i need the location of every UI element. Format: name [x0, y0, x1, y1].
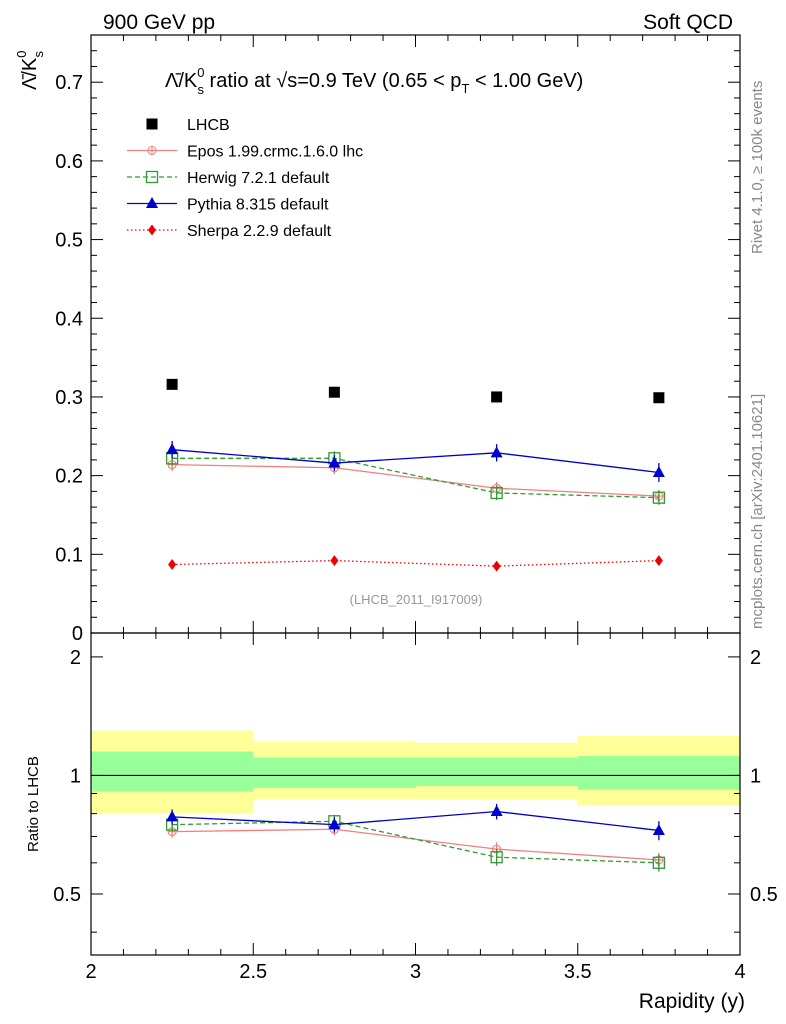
y-tick-label: 0.7	[55, 72, 83, 94]
epos-line	[172, 463, 659, 497]
chart-title: Λ̄/K0 s ratio at √s=0.9 TeV (0.65 < pT < …	[165, 65, 583, 97]
pythia-line	[172, 449, 659, 474]
rivet-label: Rivet 4.1.0, ≥ 100k events	[749, 81, 766, 254]
ratio-band-stat	[415, 757, 578, 787]
pythia-marker	[166, 810, 179, 822]
y-tick-label: 0.6	[55, 151, 83, 173]
pythia-marker	[146, 197, 158, 208]
main-series	[165, 378, 666, 572]
y-tick-label: 0.1	[55, 544, 83, 566]
herwig-marker	[145, 170, 159, 184]
x-axis-label: Rapidity (y)	[639, 990, 745, 1013]
title-sub: s	[198, 82, 205, 97]
ratio-y-tick-label: 1	[70, 765, 81, 787]
title-mid: ratio at √s=0.9 TeV (0.65 < p	[204, 70, 461, 92]
epos-marker	[147, 145, 157, 156]
pythia-marker	[328, 818, 341, 830]
header-right-label: Soft QCD	[643, 11, 733, 34]
herwig-ratio-line	[172, 820, 659, 864]
ylabel-sup: 0	[14, 51, 29, 58]
sherpa-marker	[330, 555, 339, 567]
ratio-series	[165, 803, 666, 1002]
ylabel-sub: s	[31, 51, 46, 58]
ratio-y-tick-label-right: 1	[750, 765, 761, 787]
ratio-y-axis-label: Ratio to LHCB	[25, 756, 42, 852]
y-axis-label: Λ̄/K0 s	[14, 51, 46, 91]
x-tick-label: 2.5	[239, 961, 267, 983]
y-tick-label: 0.2	[55, 466, 83, 488]
axes: 0 0.1 0.2 0.3 0.4 0.5 0.6 0.7 2 2.5 3 3.5 4 0.5 0.5 1 1 2…	[53, 34, 778, 983]
sherpa-marker	[168, 559, 177, 571]
y-tick-label: 0.3	[55, 387, 83, 409]
x-tick-label: 3.5	[564, 961, 592, 983]
y-tick-label: 0.5	[55, 230, 83, 252]
lhcb-marker	[328, 386, 340, 398]
ratio-y-tick-label-right: 0.5	[750, 884, 778, 906]
x-tick-label: 3	[410, 961, 421, 983]
mcplots-label: mcplots.cern.ch [arXiv:2401.10621]	[749, 394, 766, 629]
x-tick-label: 2	[85, 961, 96, 983]
herwig-marker	[490, 851, 503, 864]
sherpa-marker	[168, 991, 176, 1002]
y-tick-label: 0	[72, 623, 83, 645]
sherpa-marker	[330, 976, 338, 987]
pythia-ratio-line	[172, 810, 659, 832]
lhcb-marker	[653, 392, 665, 404]
analysis-watermark: (LHCB_2011_I917009)	[350, 592, 483, 607]
sherpa-marker	[493, 986, 501, 997]
pythia-marker	[652, 823, 665, 835]
legend: LHCB Epos 1.99.crmc.1.6.0 lhc Herwig 7.2.1…	[127, 117, 363, 240]
x-tick-label: 4	[734, 961, 745, 983]
ratio-y-tick-label: 2	[70, 647, 81, 669]
lhcb-marker	[491, 391, 503, 403]
legend-label: Epos 1.99.crmc.1.6.0 lhc	[187, 144, 363, 161]
sherpa-marker	[655, 971, 663, 982]
title-pt-sub: T	[461, 81, 469, 96]
ylabel-main: Λ̄/K	[19, 57, 41, 90]
legend-label: LHCB	[187, 117, 230, 134]
herwig-marker	[652, 491, 666, 504]
sherpa-marker	[492, 560, 501, 572]
pythia-marker	[490, 446, 503, 458]
pythia-marker	[328, 456, 341, 468]
herwig-marker	[652, 856, 666, 869]
pythia-marker	[490, 804, 503, 816]
y-tick-label: 0.4	[55, 308, 83, 330]
lhcb-marker	[166, 378, 178, 390]
epos-ratio-line	[172, 828, 659, 861]
title-suffix: < 1.00 GeV)	[469, 70, 583, 92]
header-left-label: 900 GeV pp	[103, 11, 215, 34]
legend-label: Herwig 7.2.1 default	[187, 170, 330, 187]
title-sup: 0	[197, 65, 204, 80]
herwig-marker	[490, 486, 503, 500]
ratio-band-stat	[91, 751, 254, 792]
lhcb-marker	[146, 118, 158, 130]
ratio-band-stat	[253, 757, 416, 788]
sherpa-line	[172, 559, 659, 567]
sherpa-marker	[654, 555, 663, 567]
ratio-bands	[91, 730, 740, 814]
title-prefix: Λ̄/K	[165, 70, 198, 92]
pythia-marker	[166, 443, 179, 455]
legend-label: Sherpa 2.2.9 default	[187, 223, 332, 240]
sherpa-marker	[148, 224, 156, 236]
ratio-y-tick-label: 0.5	[53, 884, 81, 906]
pythia-marker	[652, 465, 665, 477]
legend-label: Pythia 8.315 default	[187, 197, 329, 214]
ratio-y-tick-label-right: 2	[750, 647, 761, 669]
ratio-band-stat	[577, 756, 740, 790]
herwig-line	[172, 457, 659, 499]
